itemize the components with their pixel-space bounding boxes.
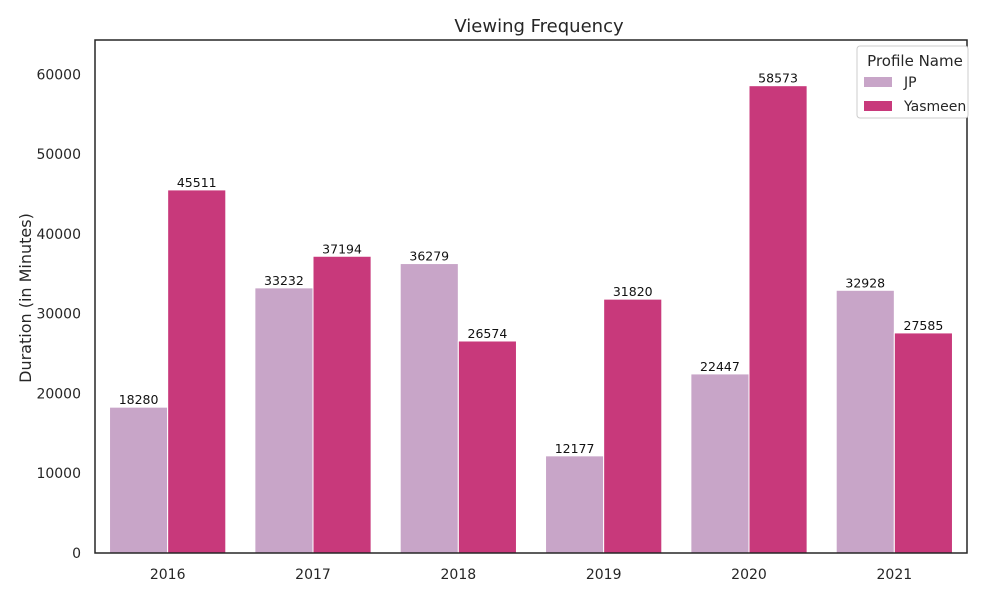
data-label-jp-2017: 33232: [264, 273, 304, 288]
data-label-yasmeen-2019: 31820: [613, 284, 653, 299]
y-tick-label: 30000: [36, 307, 81, 323]
data-label-jp-2016: 18280: [119, 392, 159, 407]
legend-label-yasmeen: Yasmeen: [903, 99, 966, 115]
data-label-jp-2019: 12177: [555, 441, 595, 456]
y-axis-label: Duration (in Minutes): [16, 213, 35, 383]
bar-yasmeen-2018: [457, 340, 517, 554]
x-tick-label: 2020: [731, 567, 767, 583]
data-label-jp-2020: 22447: [700, 359, 740, 374]
data-label-yasmeen-2021: 27585: [904, 318, 944, 333]
data-label-yasmeen-2016: 45511: [177, 175, 217, 190]
y-tick-label: 0: [72, 546, 81, 562]
legend: Profile Name JP Yasmeen: [856, 45, 969, 119]
bar-jp-2017: [254, 287, 314, 554]
x-axis: 2016 2017 2018 2019 2020 2021: [150, 567, 912, 583]
data-labels-layer: 18280 45511 33232 37194 36279 26574 12177 31820…: [119, 71, 944, 456]
bar-yasmeen-2016: [167, 189, 227, 554]
bar-jp-2018: [399, 263, 459, 554]
chart-title: Viewing Frequency: [454, 16, 624, 37]
bar-yasmeen-2017: [312, 255, 372, 554]
legend-swatch-jp: [864, 77, 892, 87]
data-label-jp-2018: 36279: [409, 249, 449, 264]
x-tick-label: 2018: [441, 567, 477, 583]
bar-yasmeen-2019: [603, 298, 663, 554]
bar-jp-2021: [835, 289, 895, 554]
bar-jp-2020: [690, 373, 750, 554]
data-label-yasmeen-2018: 26574: [468, 326, 508, 341]
y-tick-label: 20000: [36, 386, 81, 402]
y-tick-label: 10000: [36, 466, 81, 482]
y-axis: 0 10000 20000 30000 40000 50000 60000: [36, 67, 81, 562]
bars-layer: [109, 85, 953, 554]
data-label-yasmeen-2017: 37194: [322, 241, 362, 256]
legend-swatch-yasmeen: [864, 101, 892, 111]
y-tick-label: 60000: [36, 67, 81, 83]
bar-jp-2019: [545, 455, 605, 554]
x-tick-label: 2021: [877, 567, 913, 583]
bar-yasmeen-2020: [748, 85, 808, 554]
legend-label-jp: JP: [903, 75, 917, 91]
legend-box: [856, 45, 969, 119]
bar-jp-2016: [109, 406, 169, 554]
data-label-yasmeen-2020: 58573: [758, 71, 798, 86]
x-tick-label: 2019: [586, 567, 622, 583]
bar-yasmeen-2021: [893, 332, 953, 554]
y-tick-label: 40000: [36, 227, 81, 243]
x-tick-label: 2016: [150, 567, 186, 583]
y-tick-label: 50000: [36, 147, 81, 163]
data-label-jp-2021: 32928: [845, 275, 885, 290]
x-tick-label: 2017: [295, 567, 331, 583]
legend-title: Profile Name: [867, 52, 963, 70]
legend-items: JP Yasmeen: [864, 75, 966, 115]
plot-frame: [94, 39, 968, 554]
